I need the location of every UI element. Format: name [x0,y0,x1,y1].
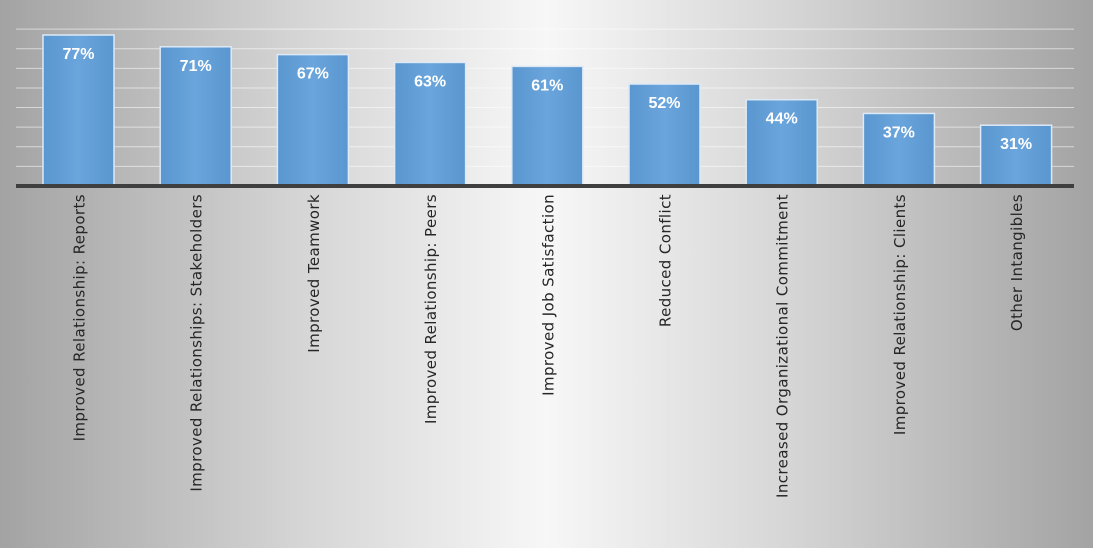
bar [393,61,467,187]
category-label: Improved Relationship: Clients [891,194,909,435]
bar [42,34,115,187]
category-label: Improved Relationship: Peers [422,194,440,424]
data-label: 37% [883,124,915,141]
category-label: Improved Relationships: Stakeholders [188,194,206,492]
bar [862,112,936,187]
data-label: 63% [414,73,446,90]
data-labels: 77% 71% 67% 63% 61% 52% 44% 37% 31% [62,46,1032,153]
bars [42,34,1053,187]
data-label: 77% [62,46,94,63]
bar [159,46,232,187]
category-label: Improved Relationship: Reports [71,194,89,441]
data-label: 44% [766,111,798,128]
data-label: 52% [648,95,680,112]
category-label: Improved Teamwork [305,194,323,353]
bar [276,53,350,187]
data-label: 71% [180,58,212,75]
bar [628,83,701,187]
data-label: 61% [531,77,563,94]
category-label: Other Intangibles [1008,194,1026,331]
category-label: Reduced Conflict [657,194,675,327]
bar [979,124,1053,187]
bar [511,65,584,187]
data-label: 31% [1000,136,1032,153]
data-label: 67% [297,66,329,83]
category-label: Increased Organizational Commitment [774,194,792,498]
category-labels: Improved Relationship: Reports Improved R… [71,194,1027,498]
category-label: Improved Job Satisfaction [539,194,557,396]
bar [745,98,818,187]
